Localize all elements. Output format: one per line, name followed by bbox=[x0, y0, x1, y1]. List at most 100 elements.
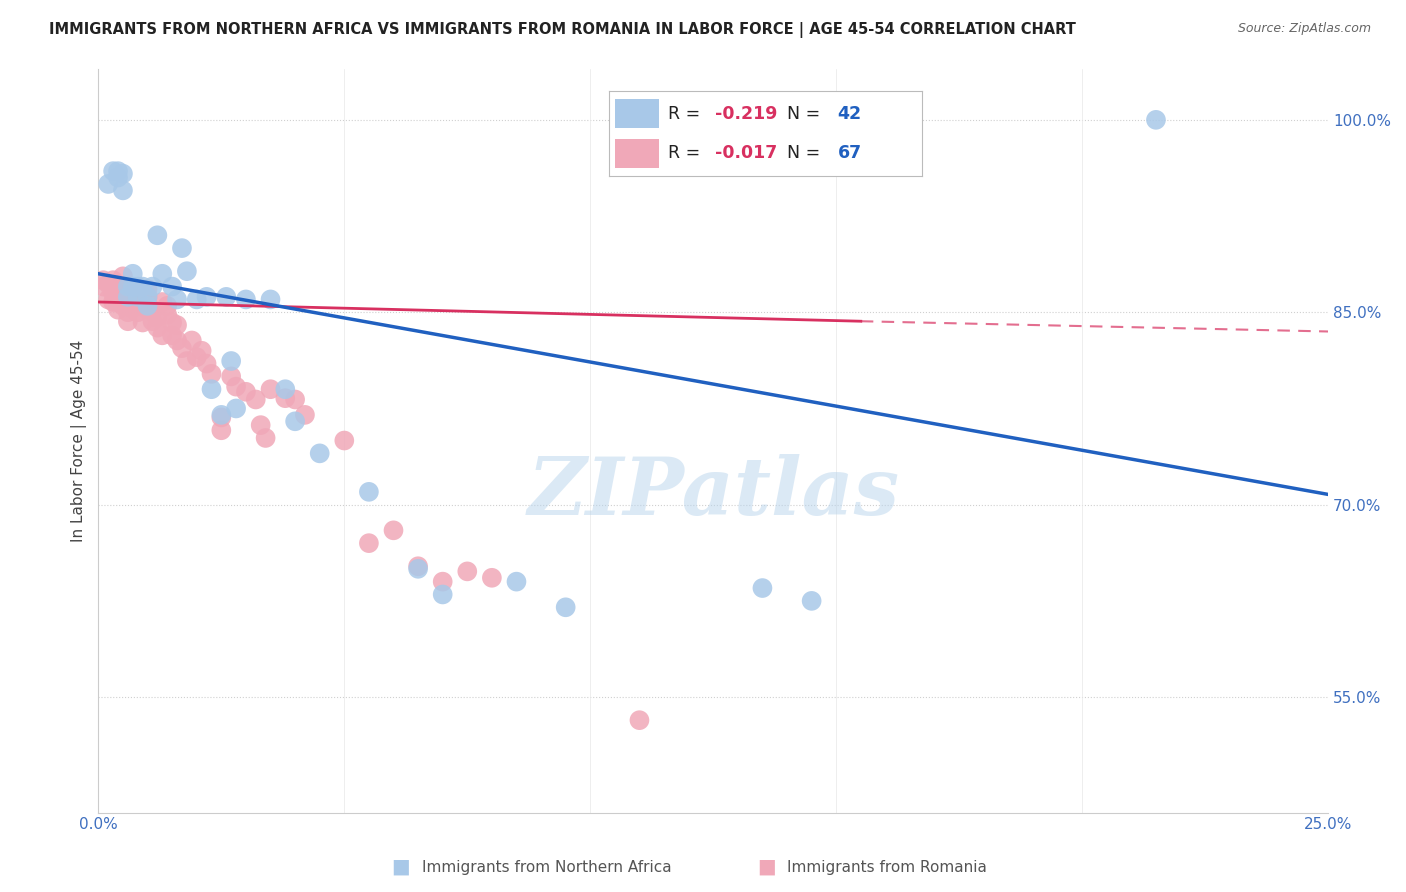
Point bbox=[91, 279, 114, 293]
Point bbox=[136, 290, 159, 304]
Point bbox=[107, 164, 129, 178]
Point bbox=[156, 308, 179, 322]
Point bbox=[176, 264, 198, 278]
Text: Immigrants from Northern Africa: Immigrants from Northern Africa bbox=[422, 860, 672, 874]
Point bbox=[141, 279, 163, 293]
Text: ▪: ▪ bbox=[756, 853, 776, 881]
Point bbox=[406, 562, 429, 576]
Point bbox=[111, 167, 134, 181]
Text: IMMIGRANTS FROM NORTHERN AFRICA VS IMMIGRANTS FROM ROMANIA IN LABOR FORCE | AGE : IMMIGRANTS FROM NORTHERN AFRICA VS IMMIG… bbox=[49, 22, 1076, 38]
Point bbox=[101, 164, 124, 178]
Point bbox=[101, 295, 124, 310]
Point bbox=[160, 316, 183, 330]
Point bbox=[121, 267, 143, 281]
Point bbox=[150, 295, 173, 310]
Point bbox=[107, 170, 129, 185]
Point bbox=[209, 410, 232, 425]
Point bbox=[333, 434, 356, 448]
Point bbox=[107, 295, 129, 310]
Point bbox=[136, 302, 159, 317]
Point bbox=[209, 408, 232, 422]
Point bbox=[215, 290, 238, 304]
Point bbox=[254, 431, 277, 445]
Point bbox=[127, 295, 149, 310]
Point bbox=[136, 282, 159, 296]
Point bbox=[751, 581, 773, 595]
Point bbox=[294, 408, 316, 422]
Point bbox=[117, 290, 139, 304]
Text: ZIPatlas: ZIPatlas bbox=[527, 454, 900, 532]
Point bbox=[111, 269, 134, 284]
Point bbox=[628, 713, 651, 727]
Point bbox=[101, 273, 124, 287]
Point bbox=[127, 279, 149, 293]
Point bbox=[97, 277, 120, 291]
Point bbox=[156, 299, 179, 313]
Point bbox=[357, 484, 380, 499]
Text: Source: ZipAtlas.com: Source: ZipAtlas.com bbox=[1237, 22, 1371, 36]
Point bbox=[170, 341, 193, 355]
Text: ▪: ▪ bbox=[391, 853, 411, 881]
Point bbox=[111, 183, 134, 197]
Point bbox=[200, 367, 222, 381]
Point bbox=[121, 293, 143, 307]
Point bbox=[456, 565, 478, 579]
Point bbox=[97, 177, 120, 191]
Point bbox=[107, 282, 129, 296]
Point bbox=[131, 316, 153, 330]
Point bbox=[136, 299, 159, 313]
Point bbox=[160, 279, 183, 293]
Point bbox=[274, 382, 297, 396]
Point bbox=[117, 279, 139, 293]
Point bbox=[141, 314, 163, 328]
Point bbox=[180, 334, 202, 348]
Point bbox=[131, 295, 153, 310]
Point bbox=[505, 574, 527, 589]
Point bbox=[117, 305, 139, 319]
Point bbox=[225, 401, 247, 416]
Point bbox=[97, 293, 120, 307]
Point bbox=[481, 571, 503, 585]
Point bbox=[432, 574, 454, 589]
Point bbox=[146, 320, 169, 334]
Point bbox=[166, 334, 188, 348]
Point bbox=[190, 343, 212, 358]
Point bbox=[186, 293, 208, 307]
Point bbox=[259, 293, 281, 307]
Point bbox=[195, 290, 218, 304]
Point bbox=[235, 293, 257, 307]
Point bbox=[235, 384, 257, 399]
Point bbox=[160, 328, 183, 343]
Point bbox=[117, 314, 139, 328]
Point bbox=[195, 357, 218, 371]
Point bbox=[101, 285, 124, 300]
Point bbox=[166, 293, 188, 307]
Point bbox=[245, 392, 267, 407]
Point bbox=[219, 354, 242, 368]
Point bbox=[121, 282, 143, 296]
Point bbox=[209, 423, 232, 437]
Point bbox=[357, 536, 380, 550]
Point bbox=[186, 350, 208, 364]
Point bbox=[554, 600, 576, 615]
Point bbox=[136, 290, 159, 304]
Point bbox=[111, 282, 134, 296]
Point bbox=[146, 310, 169, 325]
Point bbox=[800, 594, 823, 608]
Point bbox=[274, 391, 297, 405]
Text: Immigrants from Romania: Immigrants from Romania bbox=[787, 860, 987, 874]
Point bbox=[308, 446, 330, 460]
Point bbox=[127, 305, 149, 319]
Point bbox=[111, 290, 134, 304]
Point bbox=[200, 382, 222, 396]
Point bbox=[127, 290, 149, 304]
Y-axis label: In Labor Force | Age 45-54: In Labor Force | Age 45-54 bbox=[72, 339, 87, 541]
Point bbox=[432, 587, 454, 601]
Point bbox=[107, 302, 129, 317]
Point bbox=[127, 285, 149, 300]
Point bbox=[382, 524, 405, 538]
Point bbox=[150, 267, 173, 281]
Point bbox=[406, 559, 429, 574]
Point bbox=[284, 392, 307, 407]
Point bbox=[131, 279, 153, 293]
